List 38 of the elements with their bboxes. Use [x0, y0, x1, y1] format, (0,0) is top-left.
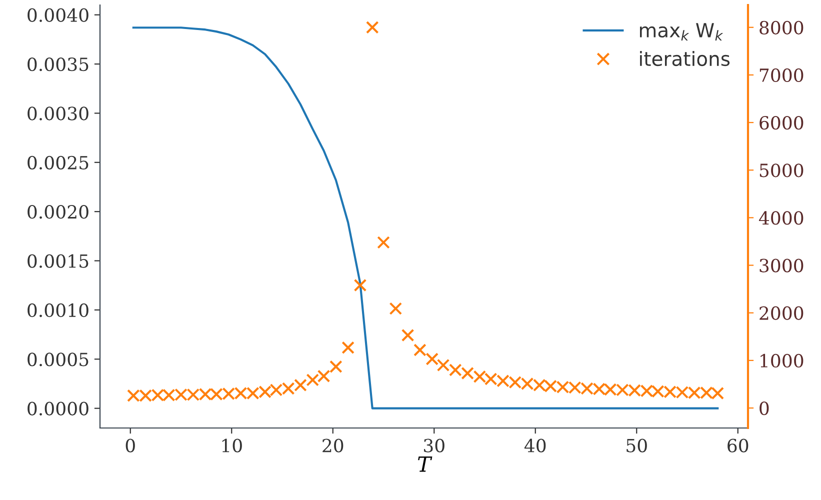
x-tick-label: 50 [626, 438, 647, 452]
y-tick-label: 0.0015 [28, 254, 88, 268]
point [342, 341, 354, 354]
point [401, 328, 414, 342]
y-tick-label: 0.0020 [28, 205, 88, 219]
y2-tick-label: 5000 [760, 164, 804, 178]
y2-tick-label: 6000 [760, 116, 804, 130]
y-tick-label: 0.0010 [28, 303, 88, 318]
y2-tick-label: 2000 [760, 306, 804, 320]
y2-tick-label: 4000 [758, 211, 804, 225]
y-tick-label: 0.0000 [28, 402, 88, 416]
x-tick-label: 60 [728, 438, 748, 452]
x-axis-title: T [418, 456, 432, 472]
x-tick-label: 20 [322, 438, 344, 452]
point [414, 344, 426, 356]
y-tick-label: 0.0035 [28, 57, 88, 72]
legend-label: iterations [640, 51, 730, 66]
point [354, 278, 367, 292]
y-tick-label: 0.0005 [28, 352, 88, 366]
x-tick-label: 30 [424, 438, 444, 452]
y2-tick-label: 3000 [760, 258, 804, 272]
y-tick-label: 0.0040 [28, 8, 88, 22]
point [436, 358, 450, 372]
y2-tick-label: 8000 [760, 20, 804, 34]
x-tick-label: 40 [524, 438, 546, 452]
point [377, 236, 390, 249]
x-tick-label: 10 [222, 438, 242, 452]
y-tick-label: 0.0025 [28, 156, 88, 170]
point [329, 360, 342, 374]
y2-tick-label: 0 [760, 401, 769, 416]
y-tick-label: 0.0030 [28, 106, 88, 120]
legend-label: max$_{k}$ W$_{k}$ [640, 23, 724, 40]
y2-tick-label: 7000 [760, 68, 804, 82]
point [366, 20, 379, 34]
point [426, 352, 439, 366]
point [389, 302, 402, 315]
y2-tick-label: 1000 [760, 354, 804, 368]
x-tick-label: 0 [126, 438, 135, 452]
